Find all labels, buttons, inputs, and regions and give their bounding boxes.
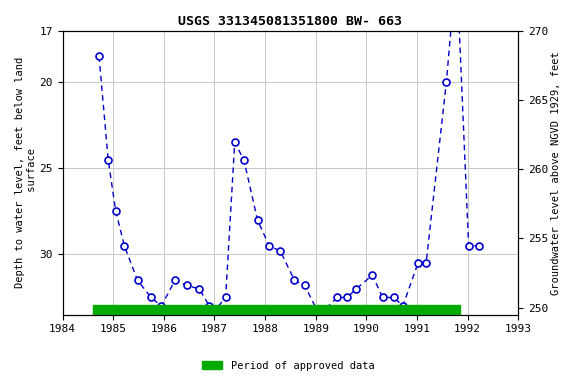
Title: USGS 331345081351800 BW- 663: USGS 331345081351800 BW- 663: [179, 15, 403, 28]
Legend: Period of approved data: Period of approved data: [198, 357, 378, 375]
Y-axis label: Depth to water level, feet below land
 surface: Depth to water level, feet below land su…: [15, 57, 37, 288]
Y-axis label: Groundwater level above NGVD 1929, feet: Groundwater level above NGVD 1929, feet: [551, 51, 561, 295]
